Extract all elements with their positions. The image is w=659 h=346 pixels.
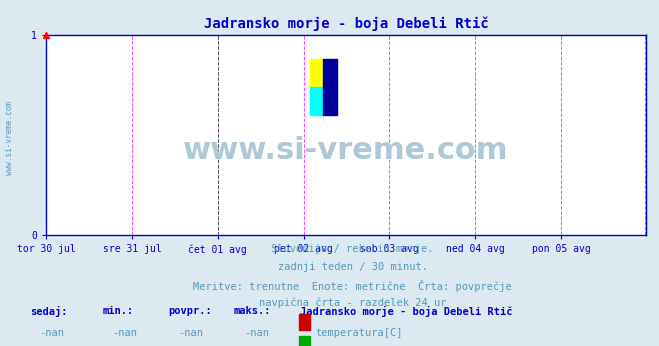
Title: Jadransko morje - boja Debeli Rtič: Jadransko morje - boja Debeli Rtič (204, 16, 488, 31)
Text: -nan: -nan (40, 328, 65, 338)
Text: -nan: -nan (178, 328, 203, 338)
Text: navpična črta - razdelek 24 ur: navpična črta - razdelek 24 ur (259, 298, 446, 308)
Text: -nan: -nan (244, 328, 269, 338)
Text: www.si-vreme.com: www.si-vreme.com (183, 136, 509, 165)
Bar (310, 59, 324, 87)
Bar (324, 59, 337, 115)
Text: sedaj:: sedaj: (30, 306, 67, 317)
Text: zadnji teden / 30 minut.: zadnji teden / 30 minut. (277, 262, 428, 272)
Text: maks.:: maks.: (234, 306, 272, 316)
Text: Meritve: trenutne  Enote: metrične  Črta: povprečje: Meritve: trenutne Enote: metrične Črta: … (193, 280, 512, 292)
Text: min.:: min.: (102, 306, 133, 316)
Text: Slovenija / reke in morje.: Slovenija / reke in morje. (272, 244, 434, 254)
Text: Jadransko morje - boja Debeli Rtič: Jadransko morje - boja Debeli Rtič (300, 306, 512, 317)
Bar (310, 87, 324, 115)
Text: povpr.:: povpr.: (168, 306, 212, 316)
Text: -nan: -nan (112, 328, 137, 338)
Text: www.si-vreme.com: www.si-vreme.com (5, 101, 14, 175)
Text: temperatura[C]: temperatura[C] (315, 328, 403, 338)
